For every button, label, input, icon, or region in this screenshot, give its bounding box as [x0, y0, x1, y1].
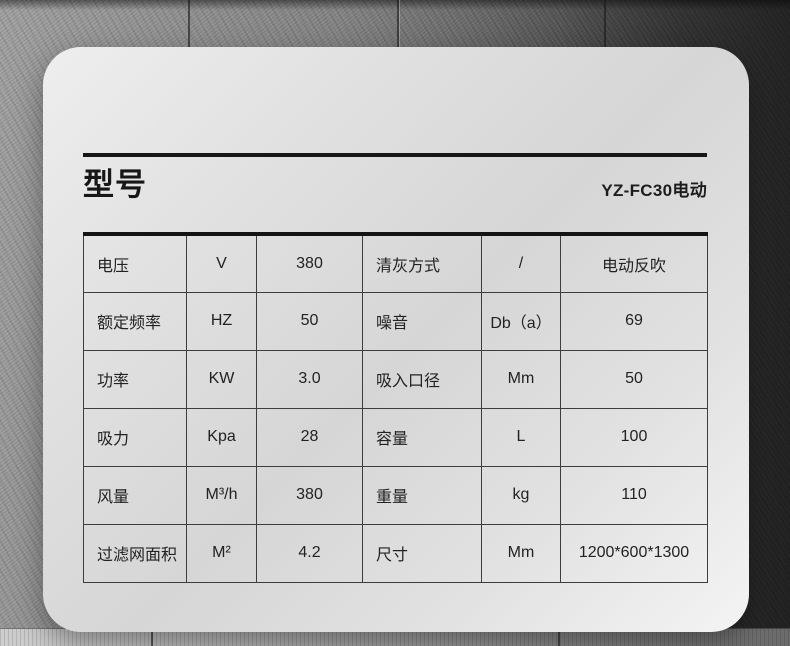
spec-name-cell: 尺寸 — [362, 523, 482, 583]
spec-value-cell: 69 — [560, 291, 708, 351]
header-rule — [83, 153, 707, 157]
spec-unit-cell: Kpa — [186, 407, 257, 467]
spec-value-cell: 28 — [256, 407, 363, 467]
spec-name-cell: 吸入口径 — [362, 349, 482, 409]
spec-unit-cell: L — [481, 407, 561, 467]
spec-value-cell: 50 — [560, 349, 708, 409]
spec-card: 型号 YZ-FC30电动 电压 V 380 清灰方式 / 电动反吹 额定频率 — [43, 47, 749, 632]
spec-name-cell: 过滤网面积 — [83, 523, 187, 583]
spec-name-cell: 额定频率 — [83, 291, 187, 351]
spec-value-cell: 110 — [560, 465, 708, 525]
spec-name-cell: 功率 — [83, 349, 187, 409]
top-shadow — [0, 0, 790, 10]
spec-value-cell: 3.0 — [256, 349, 363, 409]
table-row: 额定频率 HZ 50 噪音 Db（a） 69 — [83, 291, 708, 351]
spec-unit-cell: / — [481, 233, 561, 293]
spec-name-cell: 电压 — [83, 233, 187, 293]
spec-unit-cell: M² — [186, 523, 257, 583]
spec-unit-cell: Mm — [481, 523, 561, 583]
table-row: 过滤网面积 M² 4.2 尺寸 Mm 1200*600*1300 — [83, 523, 708, 583]
table-row: 吸力 Kpa 28 容量 L 100 — [83, 407, 708, 467]
floor-seam — [558, 629, 560, 646]
spec-value-cell: 电动反吹 — [560, 233, 708, 293]
spec-name-cell: 噪音 — [362, 291, 482, 351]
spec-value-cell: 100 — [560, 407, 708, 467]
spec-value-cell: 380 — [256, 233, 363, 293]
page-title: 型号 — [83, 167, 147, 202]
spec-unit-cell: V — [186, 233, 257, 293]
spec-name-cell: 风量 — [83, 465, 187, 525]
spec-unit-cell: HZ — [186, 291, 257, 351]
model-label: YZ-FC30电动 — [601, 180, 707, 200]
spec-value-cell: 1200*600*1300 — [560, 523, 708, 583]
tile-seam — [397, 0, 399, 48]
floor-seam — [151, 629, 153, 646]
spec-name-cell: 清灰方式 — [362, 233, 482, 293]
tile-seam — [188, 0, 190, 48]
table-row: 功率 KW 3.0 吸入口径 Mm 50 — [83, 349, 708, 409]
floor-texture-overlay — [0, 629, 790, 646]
spec-name-cell: 容量 — [362, 407, 482, 467]
card-header: 型号 YZ-FC30电动 — [83, 163, 707, 208]
spec-value-cell: 4.2 — [256, 523, 363, 583]
spec-value-cell: 380 — [256, 465, 363, 525]
spec-unit-cell: KW — [186, 349, 257, 409]
spec-value-cell: 50 — [256, 291, 363, 351]
table-row: 风量 M³/h 380 重量 kg 110 — [83, 465, 708, 525]
spec-name-cell: 吸力 — [83, 407, 187, 467]
spec-unit-cell: kg — [481, 465, 561, 525]
spec-unit-cell: Mm — [481, 349, 561, 409]
spec-name-cell: 重量 — [362, 465, 482, 525]
table-row: 电压 V 380 清灰方式 / 电动反吹 — [83, 233, 708, 293]
spec-unit-cell: Db（a） — [481, 291, 561, 351]
spec-unit-cell: M³/h — [186, 465, 257, 525]
spec-table: 电压 V 380 清灰方式 / 电动反吹 额定频率 HZ 50 噪音 Db（a）… — [83, 232, 708, 583]
